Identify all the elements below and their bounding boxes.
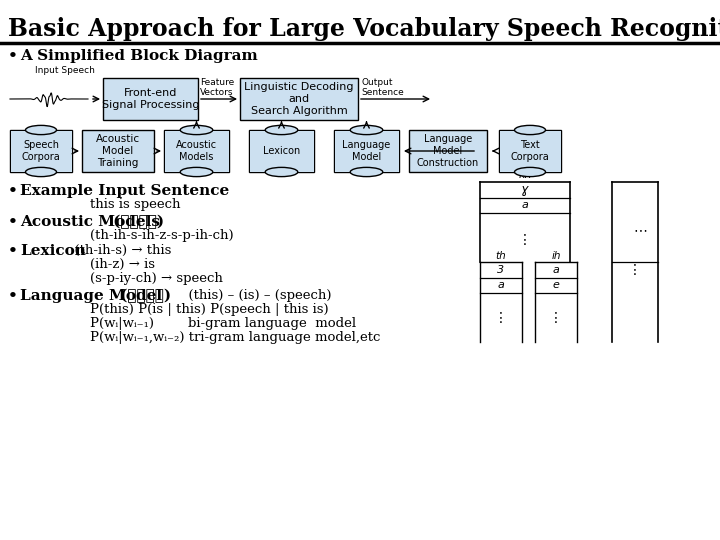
Ellipse shape xyxy=(515,125,546,134)
Bar xyxy=(103,78,198,120)
Ellipse shape xyxy=(25,167,56,177)
Bar xyxy=(10,130,72,172)
Text: ⋮: ⋮ xyxy=(518,233,532,247)
Text: •: • xyxy=(8,49,18,63)
Text: Basic Approach for Large Vocabulary Speech Recognition: Basic Approach for Large Vocabulary Spee… xyxy=(8,17,720,41)
Ellipse shape xyxy=(25,125,56,134)
Text: Feature
Vectors: Feature Vectors xyxy=(200,78,234,97)
Text: Linguistic Decoding
and
Search Algorithm: Linguistic Decoding and Search Algorithm xyxy=(244,83,354,116)
Text: Input Speech: Input Speech xyxy=(35,66,95,75)
Text: (s-p-iy-ch) → speech: (s-p-iy-ch) → speech xyxy=(90,272,223,285)
Ellipse shape xyxy=(350,167,383,177)
Text: Acoustic Models: Acoustic Models xyxy=(20,215,160,229)
Text: (th-ih-s) → this: (th-ih-s) → this xyxy=(66,244,171,257)
Bar xyxy=(164,131,228,172)
Text: (th-ih-s-ih-z-s-p-ih-ch): (th-ih-s-ih-z-s-p-ih-ch) xyxy=(90,229,233,242)
Bar xyxy=(409,130,487,172)
Text: Language
Model: Language Model xyxy=(343,140,391,162)
Text: Acoustic
Models: Acoustic Models xyxy=(176,140,217,162)
Bar xyxy=(240,78,358,120)
Bar xyxy=(334,130,399,172)
Bar xyxy=(500,131,560,172)
Bar xyxy=(250,131,313,172)
Text: this is speech: this is speech xyxy=(90,198,181,211)
Text: •: • xyxy=(8,289,18,303)
Text: Front-end
Signal Processing: Front-end Signal Processing xyxy=(102,88,199,110)
Text: ⋯: ⋯ xyxy=(633,223,647,237)
Text: a: a xyxy=(521,200,528,211)
Text: ⋮: ⋮ xyxy=(494,311,508,325)
Text: (聱學模型): (聱學模型) xyxy=(108,215,164,230)
Text: P(wᵢ|wᵢ₋₁,wᵢ₋₂) tri-gram language model,etc: P(wᵢ|wᵢ₋₁,wᵢ₋₂) tri-gram language model,… xyxy=(90,331,380,344)
Text: Language Model: Language Model xyxy=(20,289,162,303)
Text: a: a xyxy=(498,280,505,291)
Text: •: • xyxy=(8,244,18,258)
Bar xyxy=(82,130,154,172)
Bar xyxy=(335,131,398,172)
Ellipse shape xyxy=(265,125,298,134)
Text: P(this) P(is | this) P(speech | this is): P(this) P(is | this) P(speech | this is) xyxy=(90,303,328,316)
Bar xyxy=(499,130,561,172)
Text: P(wᵢ|wᵢ₋₁)        bi-gram language  model: P(wᵢ|wᵢ₋₁) bi-gram language model xyxy=(90,317,356,330)
Text: kh: kh xyxy=(518,170,532,180)
Ellipse shape xyxy=(350,125,383,134)
Text: a: a xyxy=(552,265,559,275)
Text: Example Input Sentence: Example Input Sentence xyxy=(20,184,229,198)
Text: ⋮: ⋮ xyxy=(549,311,563,325)
Bar xyxy=(11,131,71,172)
Ellipse shape xyxy=(180,167,212,177)
Text: Output
Sentence: Output Sentence xyxy=(361,78,404,97)
Text: Acoustic
Model
Training: Acoustic Model Training xyxy=(96,134,140,167)
Text: e: e xyxy=(552,280,559,291)
Ellipse shape xyxy=(265,167,298,177)
Text: ih: ih xyxy=(552,251,561,261)
Bar xyxy=(249,130,314,172)
Text: 3: 3 xyxy=(498,265,505,275)
Ellipse shape xyxy=(180,125,212,134)
Text: (ih-z) → is: (ih-z) → is xyxy=(90,258,155,271)
Text: •: • xyxy=(8,184,18,198)
Text: A Simplified Block Diagram: A Simplified Block Diagram xyxy=(20,49,258,63)
Text: ⋮: ⋮ xyxy=(628,263,642,277)
Text: Speech
Corpora: Speech Corpora xyxy=(22,140,60,162)
Ellipse shape xyxy=(515,167,546,177)
Text: Lexicon: Lexicon xyxy=(20,244,86,258)
Text: Language
Model
Construction: Language Model Construction xyxy=(417,134,479,167)
Text: (this) – (is) – (speech): (this) – (is) – (speech) xyxy=(180,289,331,302)
Text: Lexicon: Lexicon xyxy=(263,146,300,156)
Text: •: • xyxy=(8,215,18,229)
Text: Text
Corpora: Text Corpora xyxy=(510,140,549,162)
Text: th: th xyxy=(495,251,506,261)
Bar xyxy=(164,130,229,172)
Text: ɣ: ɣ xyxy=(521,184,528,197)
Text: (語言模型): (語言模型) xyxy=(115,289,171,303)
